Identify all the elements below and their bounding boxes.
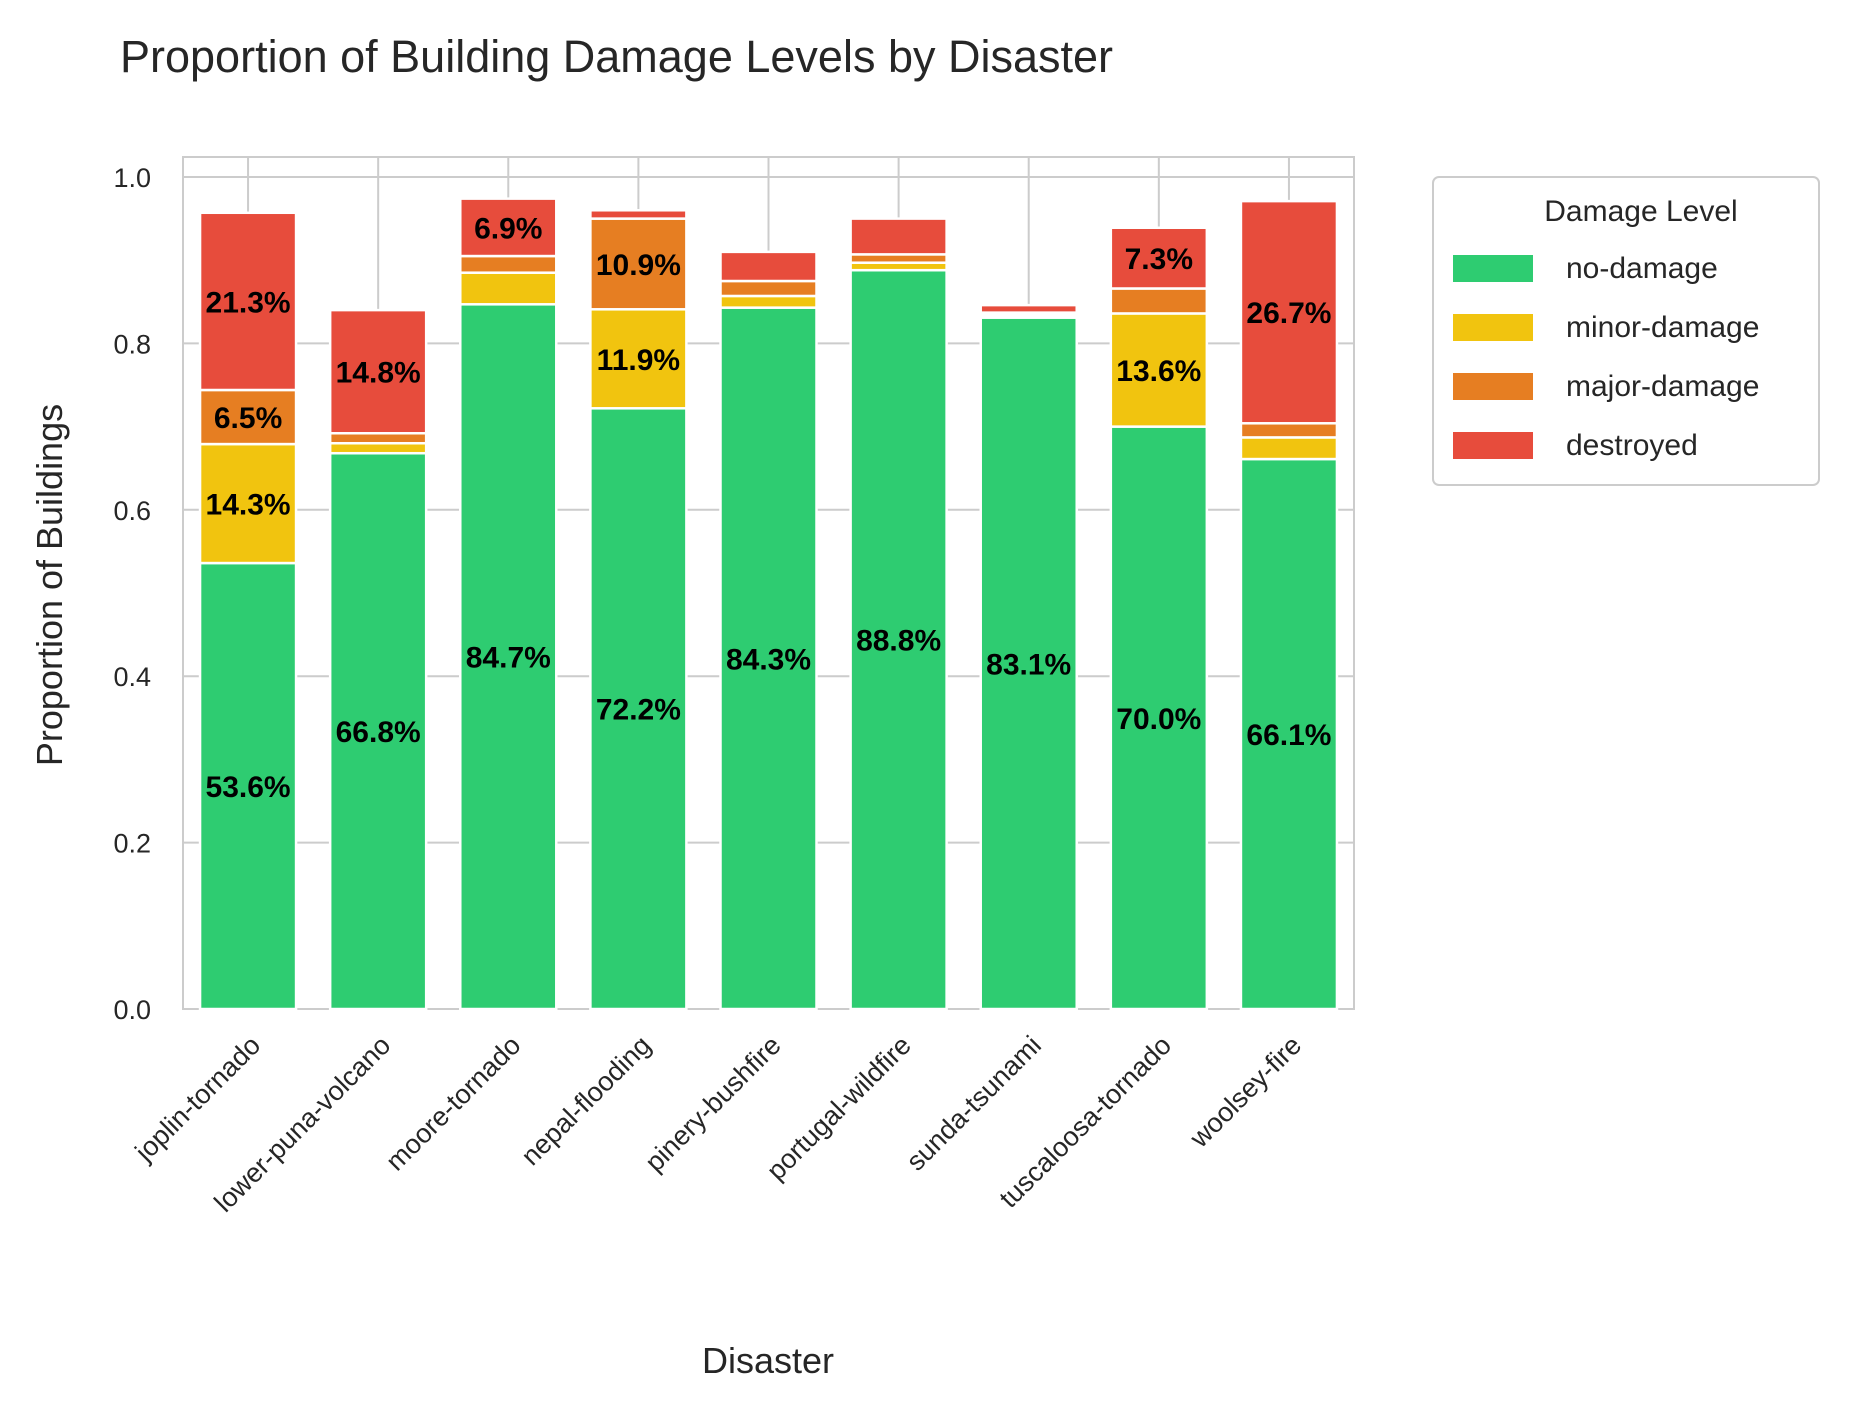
- bar-minor-damage: [589, 308, 688, 410]
- bar-major-damage: [719, 279, 818, 298]
- x-axis-title: Disaster: [702, 1340, 834, 1381]
- x-tick-label: woolsey-fire: [1183, 1030, 1307, 1154]
- legend-label: minor-damage: [1566, 311, 1759, 344]
- bar-no-damage: [198, 561, 298, 1011]
- y-tick-label: 0.2: [113, 829, 151, 859]
- bar-minor-damage: [198, 442, 298, 565]
- data-label: 21.3%: [206, 286, 291, 319]
- x-tick-label: sunda-tsunami: [901, 1030, 1047, 1176]
- y-axis-title: Proportion of Buildings: [29, 404, 70, 766]
- data-label: 72.2%: [596, 694, 681, 727]
- bar-destroyed: [849, 217, 948, 256]
- legend-swatch-destroyed: [1453, 432, 1533, 459]
- bar-destroyed: [979, 303, 1078, 314]
- data-label: 13.6%: [1116, 355, 1201, 388]
- y-tick-label: 1.0: [113, 163, 151, 193]
- y-axis: 0.0 0.2 0.4 0.6 0.8 1.0: [113, 163, 151, 1025]
- legend-label: no-damage: [1566, 252, 1718, 285]
- data-label: 14.3%: [206, 489, 291, 522]
- bar-no-damage: [328, 451, 428, 1011]
- legend-label: destroyed: [1566, 429, 1698, 462]
- bar-destroyed: [589, 209, 688, 220]
- data-label: 26.7%: [1246, 297, 1331, 330]
- legend-label: major-damage: [1566, 370, 1759, 403]
- data-label: 6.5%: [214, 402, 282, 435]
- bar-no-damage: [719, 306, 818, 1011]
- data-label: 53.6%: [206, 771, 291, 804]
- y-tick-label: 0.6: [113, 496, 151, 526]
- data-label: 88.8%: [856, 625, 941, 658]
- bar-minor-damage: [459, 271, 558, 306]
- bar-major-damage: [1109, 287, 1209, 315]
- bar-no-damage: [849, 268, 948, 1011]
- bar-no-damage: [589, 407, 688, 1011]
- chart-title: Proportion of Building Damage Levels by …: [120, 31, 1113, 82]
- x-axis: joplin-tornadolower-puna-volcanomoore-to…: [129, 1030, 1307, 1218]
- x-tick-label: nepal-flooding: [515, 1030, 656, 1171]
- data-label: 84.7%: [466, 642, 551, 675]
- data-labels: 53.6% 14.3% 6.5% 21.3% 66.8% 14.8% 84.7% 6.9% 72…: [206, 212, 1332, 804]
- data-label: 66.8%: [336, 716, 421, 749]
- bar-no-damage: [1239, 457, 1339, 1011]
- bar-minor-damage: [719, 294, 818, 309]
- data-label: 10.9%: [596, 249, 681, 282]
- data-label: 84.3%: [726, 643, 811, 676]
- data-label: 66.1%: [1246, 719, 1331, 752]
- bars: [198, 197, 1339, 1011]
- bar-major-damage: [589, 217, 688, 311]
- data-label: 14.8%: [336, 357, 421, 390]
- bar-no-damage: [1109, 425, 1209, 1011]
- data-label: 83.1%: [986, 648, 1071, 681]
- bar-major-damage: [328, 432, 428, 445]
- bar-destroyed: [1239, 199, 1339, 425]
- bar-destroyed: [719, 250, 818, 283]
- bar-no-damage: [459, 303, 558, 1011]
- data-label: 6.9%: [474, 212, 542, 245]
- bar-minor-damage: [328, 441, 428, 455]
- x-tick-label: moore-tornado: [380, 1030, 526, 1176]
- legend-swatch-major-damage: [1453, 373, 1533, 400]
- bar-major-damage: [1239, 422, 1339, 439]
- bar-destroyed: [198, 211, 298, 392]
- x-tick-label: joplin-tornado: [129, 1030, 267, 1168]
- legend: Damage Level no-damage minor-damage major-…: [1432, 176, 1820, 486]
- data-label: 11.9%: [597, 344, 680, 377]
- bar-no-damage: [979, 316, 1078, 1011]
- bar-minor-damage: [1239, 436, 1339, 461]
- data-label: 70.0%: [1116, 703, 1201, 736]
- data-label: 7.3%: [1125, 243, 1193, 276]
- bar-major-damage: [198, 388, 298, 446]
- legend-swatch-minor-damage: [1453, 314, 1533, 341]
- y-tick-label: 0.8: [113, 329, 151, 359]
- y-tick-label: 0.4: [113, 662, 151, 692]
- y-tick-label: 0.0: [113, 995, 151, 1025]
- bar-destroyed: [459, 197, 558, 258]
- legend-frame: [1432, 176, 1820, 486]
- legend-title: Damage Level: [1544, 195, 1737, 228]
- x-tick-label: pinery-bushfire: [639, 1030, 786, 1177]
- legend-swatch-no-damage: [1453, 255, 1533, 282]
- bar-destroyed: [328, 308, 428, 435]
- bar-destroyed: [1109, 226, 1209, 290]
- bar-major-damage: [459, 254, 558, 274]
